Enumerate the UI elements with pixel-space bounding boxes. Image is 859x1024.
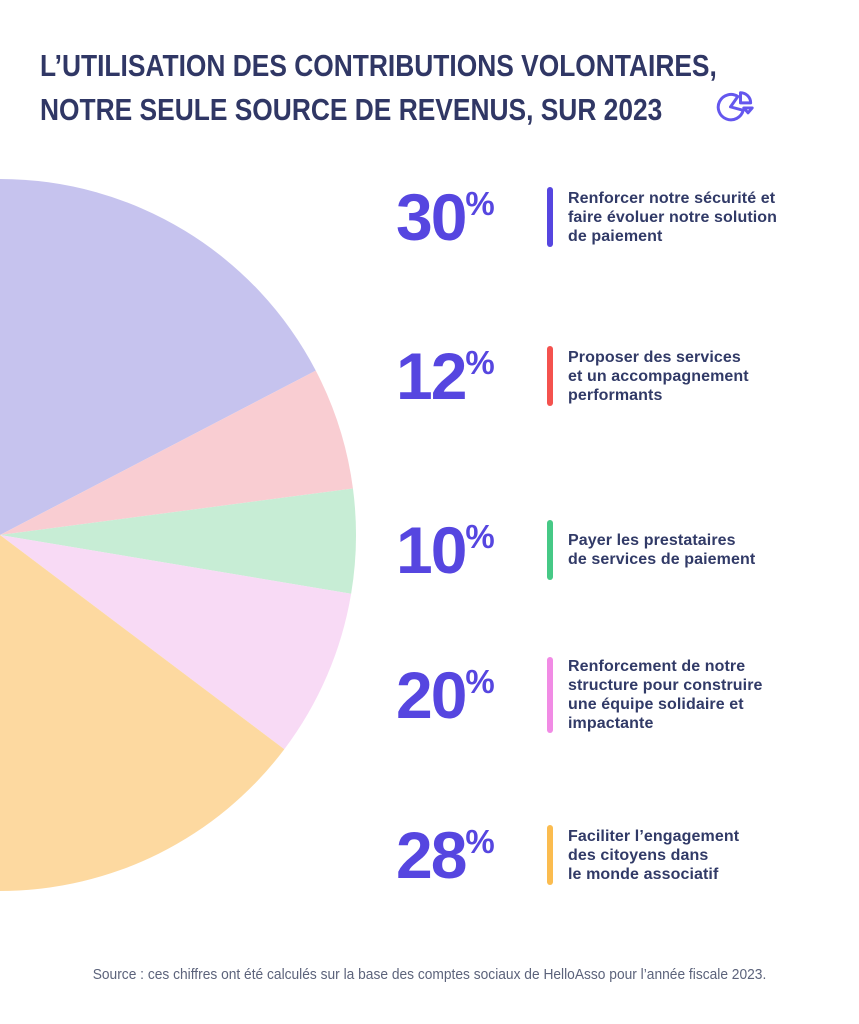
legend-row: 30% Renforcer notre sécurité et faire év…	[396, 177, 826, 257]
pie-slice	[0, 535, 352, 750]
legend-color-bar	[547, 187, 553, 247]
pie-slice	[0, 179, 316, 535]
pie-chart	[0, 179, 356, 891]
percent-sign: %	[465, 185, 495, 222]
legend-row: 10% Payer les prestataires de services d…	[396, 510, 826, 590]
legend-label: Faciliter l’engagement des citoyens dans…	[568, 827, 740, 883]
percent-digits: 20	[396, 658, 467, 732]
legend-color-bar	[547, 825, 553, 885]
pie-slice	[0, 370, 353, 535]
legend-row: 28% Faciliter l’engagement des citoyens …	[396, 815, 826, 895]
pie-chart-icon	[716, 91, 754, 122]
source-note: Source : ces chiffres ont été calculés s…	[92, 967, 767, 983]
percent-digits: 30	[396, 180, 467, 254]
percent-value: 30%	[396, 180, 547, 254]
legend-label: Payer les prestataires de services de pa…	[568, 532, 756, 568]
page-title-line1: L’UTILISATION DES CONTRIBUTIONS VOLONTAI…	[40, 48, 717, 83]
legend-row: 20% Renforcement de notre structure pour…	[396, 647, 826, 743]
legend-label: Renforcer notre sécurité et faire évolue…	[568, 189, 778, 245]
percent-sign: %	[465, 823, 495, 860]
legend-color-bar	[547, 520, 553, 580]
percent-digits: 12	[396, 339, 467, 413]
percent-sign: %	[465, 663, 495, 700]
pie-slice	[0, 488, 356, 594]
pie-slice	[0, 535, 285, 891]
legend-label: Proposer des services et un accompagneme…	[568, 348, 749, 404]
percent-digits: 10	[396, 513, 467, 587]
legend-label: Renforcement de notre structure pour con…	[568, 658, 763, 732]
legend-row: 12% Proposer des services et un accompag…	[396, 336, 826, 416]
page-title: L’UTILISATION DES CONTRIBUTIONS VOLONTAI…	[40, 44, 788, 132]
percent-value: 20%	[396, 658, 547, 732]
legend-color-bar	[547, 346, 553, 406]
percent-value: 10%	[396, 513, 547, 587]
page-title-line2: NOTRE SEULE SOURCE DE REVENUS, SUR 2023	[40, 92, 663, 127]
percent-value: 28%	[396, 818, 547, 892]
percent-sign: %	[465, 518, 495, 555]
legend-color-bar	[547, 657, 553, 733]
percent-sign: %	[465, 344, 495, 381]
percent-value: 12%	[396, 339, 547, 413]
percent-digits: 28	[396, 818, 467, 892]
